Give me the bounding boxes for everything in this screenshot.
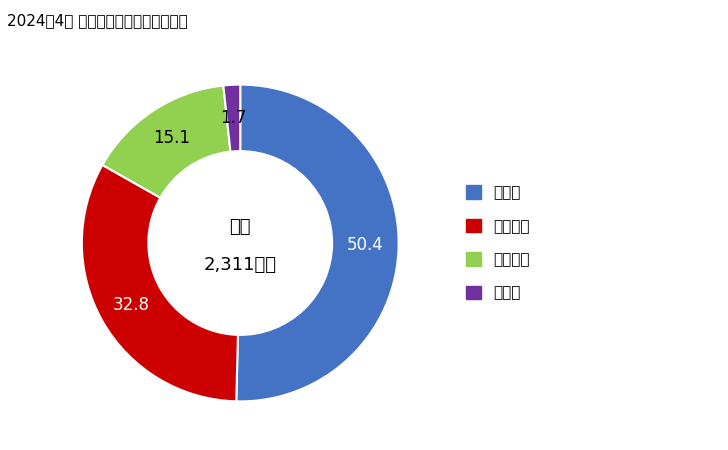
Wedge shape (82, 165, 238, 401)
Text: 2,311万円: 2,311万円 (204, 256, 277, 274)
Text: 15.1: 15.1 (153, 130, 190, 148)
Wedge shape (237, 85, 399, 401)
Text: 32.8: 32.8 (113, 296, 150, 314)
Wedge shape (103, 86, 231, 198)
Wedge shape (223, 85, 240, 152)
Legend: ドイツ, フランス, イタリア, その他: ドイツ, フランス, イタリア, その他 (466, 185, 530, 301)
Text: 50.4: 50.4 (347, 235, 384, 253)
Text: 2024年4月 輸入相手国のシェア（％）: 2024年4月 輸入相手国のシェア（％） (7, 14, 188, 28)
Text: 総額: 総額 (229, 218, 251, 236)
Text: 1.7: 1.7 (221, 109, 247, 127)
